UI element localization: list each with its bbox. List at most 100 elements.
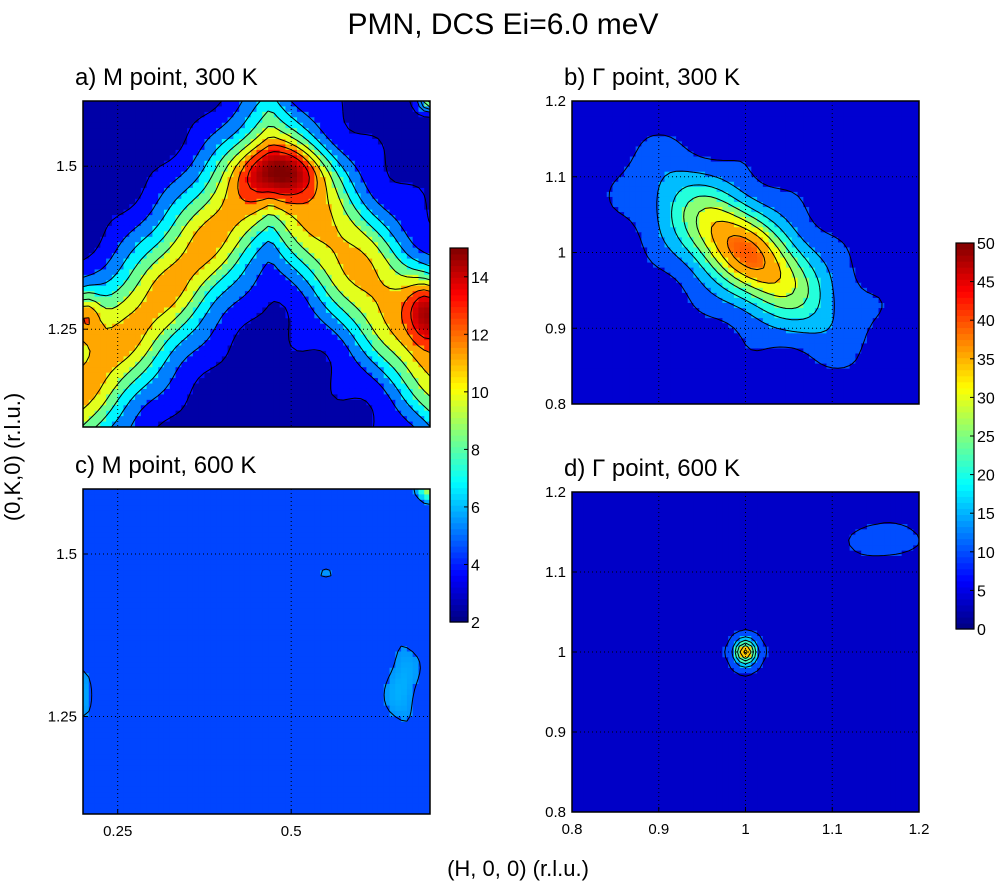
heatmap-cell — [123, 155, 130, 162]
heatmap-cell — [244, 122, 252, 129]
heatmap-cell — [117, 215, 125, 222]
heatmap-cell — [175, 177, 182, 184]
heatmap-cell — [849, 191, 856, 198]
heatmap-cell — [181, 383, 188, 390]
heatmap-cell — [878, 131, 885, 137]
heatmap-cell — [94, 361, 101, 368]
heatmap-cell — [163, 329, 171, 336]
heatmap-cell — [187, 421, 194, 427]
heatmap-cell — [239, 405, 246, 412]
heatmap-cell — [624, 121, 631, 127]
heatmap-cell — [343, 247, 350, 254]
heatmap-cell — [412, 318, 420, 325]
heatmap-cell — [181, 378, 188, 385]
heatmap-cell — [349, 236, 356, 243]
heatmap-cell — [641, 212, 648, 218]
heatmap-cell — [198, 209, 206, 216]
heatmap-cell — [187, 345, 194, 352]
heatmap-cell — [337, 155, 344, 162]
heatmap-cell — [140, 139, 148, 146]
heatmap-cell — [221, 356, 229, 363]
heatmap-cell — [244, 416, 252, 423]
heatmap-cell — [757, 151, 764, 158]
heatmap-cell — [233, 307, 240, 314]
heatmap-cell — [111, 356, 119, 363]
heatmap-cell — [774, 166, 781, 173]
heatmap-cell — [169, 144, 177, 151]
heatmap-cell — [129, 166, 136, 173]
heatmap-cell — [146, 269, 153, 276]
heatmap-cell — [855, 176, 862, 183]
heatmap-cell — [349, 111, 356, 118]
heatmap-cell — [198, 247, 206, 254]
heatmap-cell — [803, 156, 810, 163]
heatmap-cell — [629, 212, 637, 218]
heatmap-cell — [250, 334, 258, 341]
heatmap-cell — [401, 220, 408, 227]
heatmap-cell — [383, 416, 391, 423]
heatmap-cell — [424, 307, 430, 314]
heatmap-cell — [728, 186, 735, 193]
heatmap-cell — [354, 302, 362, 309]
heatmap-cell — [583, 101, 590, 107]
heatmap-cell — [94, 149, 101, 156]
heatmap-cell — [204, 372, 211, 379]
heatmap-cell — [302, 416, 310, 423]
heatmap-cell — [424, 187, 430, 194]
heatmap-cell — [250, 204, 258, 211]
heatmap-cell — [343, 253, 350, 260]
heatmap-cell — [849, 181, 856, 188]
heatmap-cell — [302, 253, 310, 260]
heatmap-cell — [152, 128, 159, 135]
heatmap-cell — [302, 269, 310, 276]
heatmap-cell — [169, 383, 177, 390]
heatmap-cell — [331, 383, 339, 390]
heatmap-cell — [210, 225, 217, 232]
heatmap-cell — [221, 215, 229, 222]
heatmap-cell — [401, 209, 408, 216]
heatmap-cell — [803, 116, 810, 122]
heatmap-cell — [296, 122, 304, 129]
heatmap-cell — [94, 193, 101, 200]
heatmap-cell — [163, 318, 171, 325]
heatmap-cell — [366, 334, 373, 341]
heatmap-cell — [577, 151, 585, 158]
heatmap-cell — [175, 171, 182, 178]
heatmap-cell — [140, 128, 148, 135]
heatmap-cell — [256, 122, 263, 129]
heatmap-cell — [256, 307, 263, 314]
heatmap-cell — [670, 166, 677, 173]
heatmap-cell — [302, 133, 310, 140]
heatmap-cell — [198, 166, 206, 173]
heatmap-cell — [809, 151, 816, 158]
heatmap-cell — [895, 176, 903, 183]
heatmap-cell — [123, 215, 130, 222]
heatmap-cell — [676, 181, 683, 188]
heatmap-cell — [187, 312, 194, 319]
heatmap-cell — [913, 126, 919, 132]
heatmap-cell — [424, 285, 430, 292]
heatmap-cell — [268, 334, 275, 341]
heatmap-cell — [181, 329, 188, 336]
heatmap-cell — [146, 291, 153, 298]
heatmap-cell — [360, 340, 367, 347]
heatmap-cell — [302, 166, 310, 173]
heatmap-cell — [895, 111, 903, 117]
heatmap-cell — [273, 166, 281, 173]
heatmap-cell — [337, 383, 344, 390]
heatmap-cell — [244, 117, 252, 124]
heatmap-cell — [88, 106, 96, 113]
heatmap-cell — [768, 196, 776, 203]
heatmap-cell — [140, 193, 148, 200]
heatmap-cell — [175, 128, 182, 135]
heatmap-cell — [774, 111, 781, 117]
heatmap-cell — [192, 405, 200, 412]
heatmap-cell — [94, 329, 101, 336]
heatmap-cell — [314, 323, 321, 330]
heatmap-cell — [244, 410, 252, 417]
heatmap-cell — [418, 350, 425, 357]
heatmap-cell — [262, 334, 269, 341]
heatmap-cell — [320, 209, 327, 216]
heatmap-cell — [314, 334, 321, 341]
heatmap-cell — [314, 399, 321, 406]
